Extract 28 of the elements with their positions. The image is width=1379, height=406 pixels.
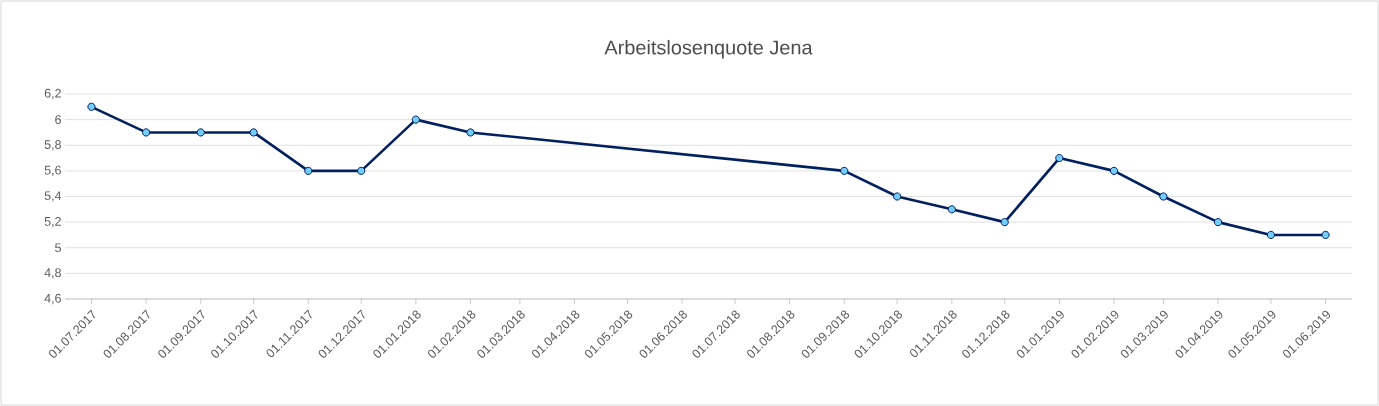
point — [142, 128, 151, 137]
y-tick-label: 5,2 — [44, 216, 61, 228]
y-tick-label: 4,8 — [44, 268, 61, 279]
point — [466, 128, 475, 137]
point — [1213, 218, 1223, 227]
point — [1266, 230, 1276, 240]
y-tick-label: 5,4 — [44, 191, 62, 202]
y-tick-label: 5,8 — [44, 140, 61, 151]
chart-title: Arbeitslosenquote Jena — [604, 39, 813, 59]
point — [1000, 218, 1009, 227]
point — [411, 115, 420, 124]
point — [1109, 166, 1119, 175]
point — [196, 128, 205, 137]
y-tick-label: 5 — [55, 243, 61, 253]
y-tick-label: 4,6 — [44, 293, 61, 305]
point — [87, 102, 96, 111]
point — [840, 166, 849, 175]
point — [1159, 192, 1168, 201]
y-tick-label: 6,2 — [44, 88, 61, 100]
point — [1055, 153, 1064, 163]
point — [304, 166, 313, 175]
point — [357, 166, 366, 175]
y-tick-label: 6 — [55, 115, 61, 125]
point — [893, 192, 902, 201]
y-tick-label: 5,6 — [44, 165, 61, 177]
point — [947, 205, 956, 214]
point — [249, 128, 258, 137]
point — [1321, 230, 1330, 240]
